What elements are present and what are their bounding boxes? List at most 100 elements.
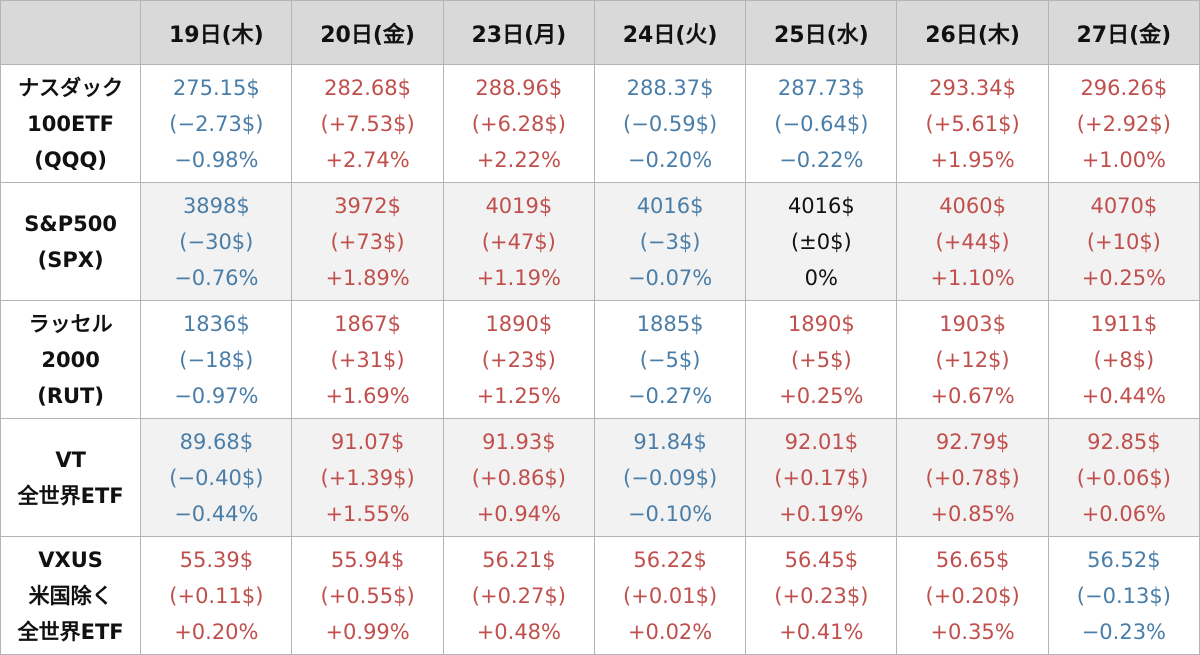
data-cell: 1903$ (+12$) +0.67% [896,300,1049,419]
percent-change: −0.98% [174,147,259,172]
change-value: (+0.86$) [471,465,566,490]
percent-change: +0.06% [1081,501,1167,526]
price-value: 3972$ [334,193,401,218]
percent-change: +1.89% [325,265,410,290]
percent-change: +0.02% [627,619,713,644]
percent-change: +0.25% [1081,265,1167,290]
row-label-line: 米国除く [28,583,113,608]
change-value: (+0.55$) [320,583,415,608]
change-value: (−2.73$) [169,111,264,136]
price-value: 91.84$ [633,429,707,454]
price-value: 92.85$ [1087,429,1161,454]
change-value: (+0.78$) [925,465,1020,490]
change-value: (+0.23$) [774,583,869,608]
row-label-line: 全世界ETF [17,619,124,644]
data-cell: 1890$ (+5$) +0.25% [745,300,898,419]
percent-change: +0.25% [779,383,864,408]
data-cell: 1836$ (−18$) −0.97% [140,300,293,419]
data-cell: 56.45$ (+0.23$) +0.41% [745,536,898,655]
percent-change: +1.69% [325,383,410,408]
percent-change: +1.25% [476,383,561,408]
price-value: 56.52$ [1087,547,1161,572]
row-label-line: 2000 [41,347,100,372]
change-value: (+47$) [481,229,556,254]
corner-header [0,0,142,65]
price-value: 3898$ [182,193,250,218]
percent-change: +0.99% [325,619,410,644]
date-header: 24日(火) [593,0,747,65]
price-value: 55.94$ [330,547,405,572]
percent-change: −0.27% [627,383,713,408]
percent-change: +0.20% [174,619,259,644]
percent-change: −0.76% [174,265,259,290]
price-value: 288.37$ [626,75,714,100]
data-cell: 275.15$ (−2.73$) −0.98% [140,64,293,183]
table-row: S&P500 (SPX) 3898$ (−30$) −0.76% 3972$ (+73$) +… [0,182,1200,301]
change-value: (−3$) [639,229,701,254]
table-row: VT 全世界ETF 89.68$ (−0.40$) −0.44% 91.07$ (+1.39… [0,418,1200,537]
table-row: ラッセル 2000 (RUT) 1836$ (−18$) −0.97% 1867$ (+31$… [0,300,1200,419]
row-label-line: ラッセル [28,311,113,336]
data-cell: 4060$ (+44$) +1.10% [896,182,1049,301]
row-label: VT 全世界ETF [0,418,142,537]
date-header: 27日(金) [1047,0,1200,65]
price-value: 1903$ [939,311,1006,336]
price-value: 56.22$ [633,547,707,572]
change-value: (+1.39$) [320,465,415,490]
data-cell: 282.68$ (+7.53$) +2.74% [291,64,444,183]
change-value: (+0.20$) [925,583,1020,608]
percent-change: +1.10% [930,265,1015,290]
price-value: 4016$ [636,193,704,218]
row-label-line: ナスダック [18,75,124,100]
price-value: 4019$ [485,193,553,218]
change-value: (+12$) [935,347,1010,372]
price-value: 92.79$ [935,429,1010,454]
percent-change: +0.85% [930,501,1015,526]
percent-change: −0.07% [627,265,713,290]
data-cell: 89.68$ (−0.40$) −0.44% [140,418,293,537]
price-value: 288.96$ [475,75,563,100]
data-cell: 1911$ (+8$) +0.44% [1047,300,1200,419]
row-label-line: (RUT) [37,383,104,408]
change-value: (+2.92$) [1076,111,1171,136]
price-value: 1890$ [485,311,553,336]
data-cell: 4016$ (±0$) 0% [745,182,898,301]
price-value: 1890$ [787,311,855,336]
change-value: (+44$) [935,229,1010,254]
change-value: (−18$) [179,347,254,372]
data-cell: 288.96$ (+6.28$) +2.22% [442,64,595,183]
percent-change: +1.00% [1081,147,1167,172]
change-value: (+0.01$) [623,583,718,608]
percent-change: +0.19% [779,501,864,526]
percent-change: +2.74% [325,147,410,172]
price-value: 1911$ [1090,311,1158,336]
price-value: 92.01$ [784,429,859,454]
price-value: 91.93$ [482,429,556,454]
data-cell: 293.34$ (+5.61$) +1.95% [896,64,1049,183]
data-cell: 296.26$ (+2.92$) +1.00% [1047,64,1200,183]
change-value: (−30$) [179,229,254,254]
change-value: (±0$) [790,229,852,254]
data-cell: 56.22$ (+0.01$) +0.02% [593,536,747,655]
price-value: 56.21$ [482,547,556,572]
percent-change: −0.20% [627,147,713,172]
change-value: (+7.53$) [320,111,415,136]
row-label-line: VT [55,447,86,472]
percent-change: −0.44% [174,501,259,526]
price-value: 1867$ [334,311,401,336]
table-body: ナスダック 100ETF (QQQ) 275.15$ (−2.73$) −0.98% 282… [0,64,1200,655]
data-cell: 3898$ (−30$) −0.76% [140,182,293,301]
data-cell: 4016$ (−3$) −0.07% [593,182,747,301]
table-row: VXUS 米国除く 全世界ETF 55.39$ (+0.11$) +0.20% 55.94$… [0,536,1200,655]
data-cell: 92.85$ (+0.06$) +0.06% [1047,418,1200,537]
percent-change: +2.22% [476,147,561,172]
percent-change: +0.94% [476,501,561,526]
data-cell: 1885$ (−5$) −0.27% [593,300,747,419]
table-row: ナスダック 100ETF (QQQ) 275.15$ (−2.73$) −0.98% 282… [0,64,1200,183]
change-value: (+0.06$) [1076,465,1171,490]
change-value: (−0.64$) [774,111,869,136]
date-header: 26日(木) [896,0,1049,65]
price-value: 4070$ [1090,193,1158,218]
percent-change: +0.67% [930,383,1015,408]
